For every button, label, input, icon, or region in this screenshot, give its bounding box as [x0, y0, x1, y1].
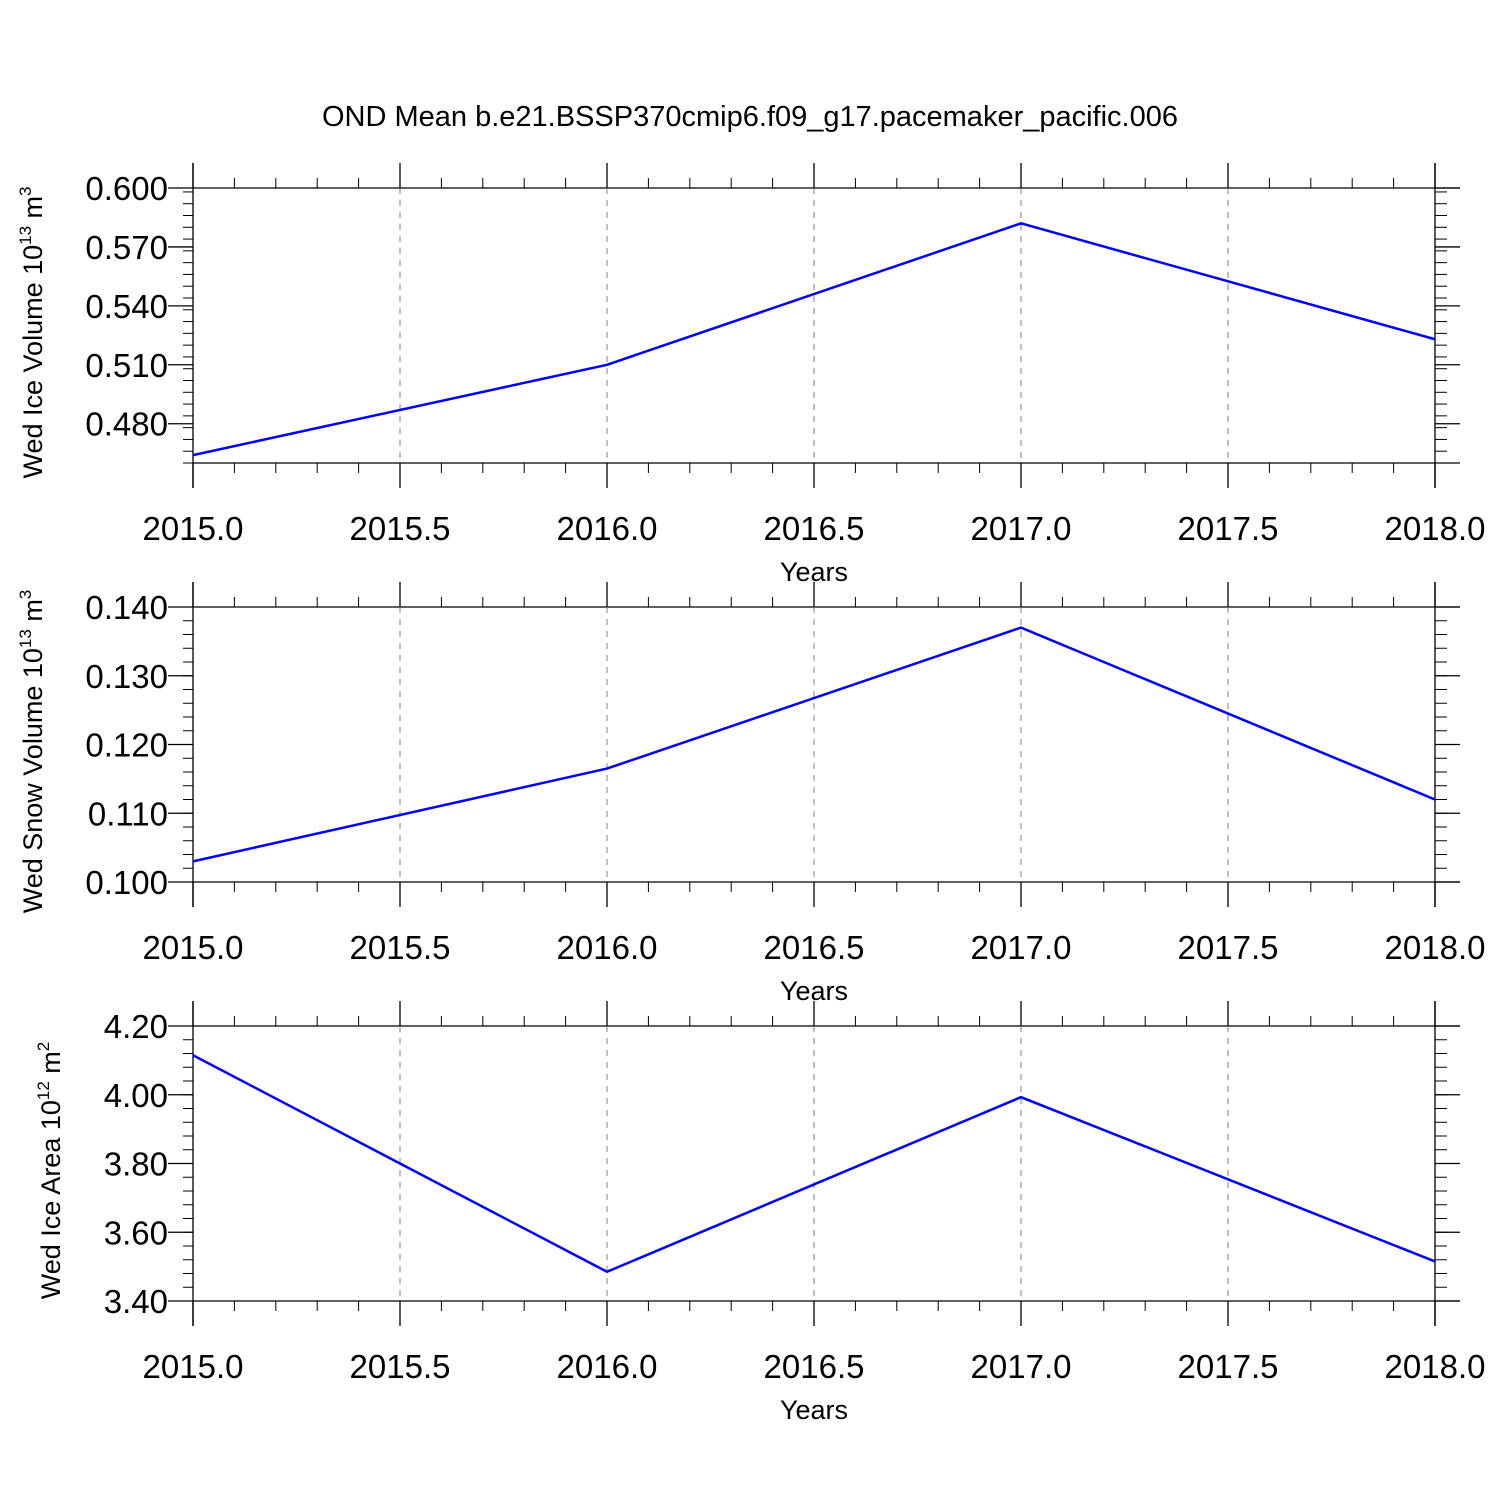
- x-tick-label: 2015.0: [143, 510, 244, 547]
- y-axis-title: Wed Ice Volume 1013 m3: [16, 186, 48, 478]
- y-axis-title-part: Wed Snow Volume 10: [18, 648, 48, 913]
- series-line: [192, 1054, 1436, 1274]
- x-tick-label: 2017.5: [1178, 1348, 1279, 1385]
- x-tick-label: 2017.5: [1178, 929, 1279, 966]
- y-axis-title-part: m: [18, 196, 48, 226]
- y-axis-title-part: m: [18, 599, 48, 629]
- x-tick-label: 2017.0: [971, 929, 1072, 966]
- y-axis-title-superscript: 2: [34, 1042, 53, 1051]
- chart-panel-1: 2015.0 2015.5 2016.0 2016.5 2017.0 2017.5 2018…: [16, 163, 1485, 587]
- y-axis-title-part: m: [36, 1051, 66, 1081]
- x-tick-label: 2016.5: [764, 929, 865, 966]
- y-axis-title-part: Wed Ice Volume 10: [18, 245, 48, 479]
- x-tick-label: 2017.5: [1178, 510, 1279, 547]
- x-tick-label: 2017.0: [971, 510, 1072, 547]
- y-axis-title-part: Wed Ice Area 10: [36, 1100, 66, 1299]
- y-tick-label: 0.100: [85, 864, 168, 901]
- y-tick-label: 0.540: [85, 288, 168, 325]
- x-tick-label: 2016.0: [557, 929, 658, 966]
- x-tick-label: 2016.5: [764, 510, 865, 547]
- x-tick-label: 2015.5: [350, 510, 451, 547]
- y-tick-label: 4.00: [104, 1077, 168, 1114]
- series-line: [192, 626, 1436, 863]
- y-tick-label: 0.120: [85, 727, 168, 764]
- y-tick-label: 0.510: [85, 347, 168, 384]
- x-tick-label: 2016.5: [764, 1348, 865, 1385]
- x-tick-label: 2015.5: [350, 929, 451, 966]
- y-axis-title-superscript: 3: [16, 186, 35, 195]
- y-axis-title: Wed Ice Area 1012 m2: [34, 1042, 66, 1300]
- y-tick-label: 0.480: [85, 406, 168, 443]
- y-tick-label: 3.80: [104, 1146, 168, 1183]
- x-tick-label: 2015.0: [143, 929, 244, 966]
- y-tick-label: 3.60: [104, 1214, 168, 1251]
- x-tick-label: 2016.0: [557, 1348, 658, 1385]
- y-tick-label: 3.40: [104, 1283, 168, 1320]
- y-tick-label: 0.140: [85, 589, 168, 626]
- x-tick-label: 2018.0: [1385, 929, 1486, 966]
- y-tick-label: 4.20: [104, 1008, 168, 1045]
- panels: 2015.0 2015.5 2016.0 2016.5 2017.0 2017.5 2018…: [16, 163, 1485, 1425]
- y-axis-title-superscript: 13: [16, 226, 35, 245]
- y-tick-label: 0.600: [85, 170, 168, 207]
- x-tick-label: 2016.0: [557, 510, 658, 547]
- x-tick-label: 2018.0: [1385, 1348, 1486, 1385]
- y-axis-title-superscript: 3: [16, 590, 35, 599]
- x-tick-label: 2015.5: [350, 1348, 451, 1385]
- chart-panel-3: 2015.0 2015.5 2016.0 2016.5 2017.0 2017.5 2018…: [34, 1001, 1485, 1425]
- x-axis-title: Years: [780, 1395, 848, 1425]
- x-tick-label: 2015.0: [143, 1348, 244, 1385]
- x-tick-label: 2017.0: [971, 1348, 1072, 1385]
- chart-panel-2: 2015.0 2015.5 2016.0 2016.5 2017.0 2017.5 2018…: [16, 582, 1485, 1006]
- y-axis-title-superscript: 13: [16, 629, 35, 648]
- y-tick-label: 0.110: [88, 795, 168, 832]
- y-axis-title: Wed Snow Volume 1013 m3: [16, 590, 48, 914]
- figure-title: OND Mean b.e21.BSSP370cmip6.f09_g17.pace…: [322, 101, 1178, 133]
- y-tick-label: 0.570: [85, 229, 168, 266]
- y-tick-label: 0.130: [85, 658, 168, 695]
- x-tick-label: 2018.0: [1385, 510, 1486, 547]
- series-line: [192, 222, 1436, 457]
- y-axis-title-superscript: 12: [34, 1081, 53, 1100]
